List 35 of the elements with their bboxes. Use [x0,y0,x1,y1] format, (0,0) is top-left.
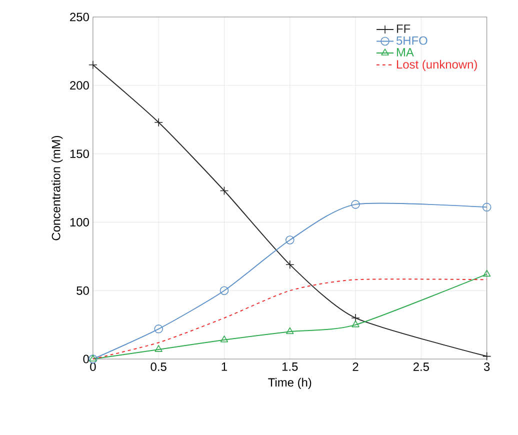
point [286,236,294,244]
point [220,336,228,342]
point [351,200,360,209]
y-tick-label: 100 [70,218,89,226]
x-tick-label: 0.5 [150,362,166,372]
point [154,324,163,334]
y-tick-label: 150 [70,150,89,158]
legend-label: 5HFO [396,36,428,45]
x-tick-label: 2 [352,362,358,371]
x-tick-label: 2.5 [413,362,429,372]
y-tick-label: 250 [70,12,89,22]
point [220,186,229,196]
legend-label: FF [396,24,410,33]
point [286,327,294,334]
point [482,202,492,212]
x-tick-label: 3 [484,362,490,372]
x-axis-title: Time (h) [268,378,312,389]
y-tick-label: 200 [70,81,89,90]
x-tick-label: 0 [90,362,96,372]
point [154,118,163,127]
x-tick-label: 1.5 [282,362,298,371]
y-axis-title: Concentration (mM) [52,136,63,240]
x-tick-label: 1 [222,362,227,371]
point [286,260,294,270]
legend-label: MA [396,48,414,56]
point [482,352,492,361]
point [482,270,491,277]
y-tick-label: 50 [76,286,89,295]
point [154,345,162,352]
point [352,320,360,328]
point [351,314,360,322]
point [220,286,229,296]
point [88,60,98,70]
legend-label: Lost (unknown) [396,60,477,71]
y-tick-label: 0 [83,354,89,364]
